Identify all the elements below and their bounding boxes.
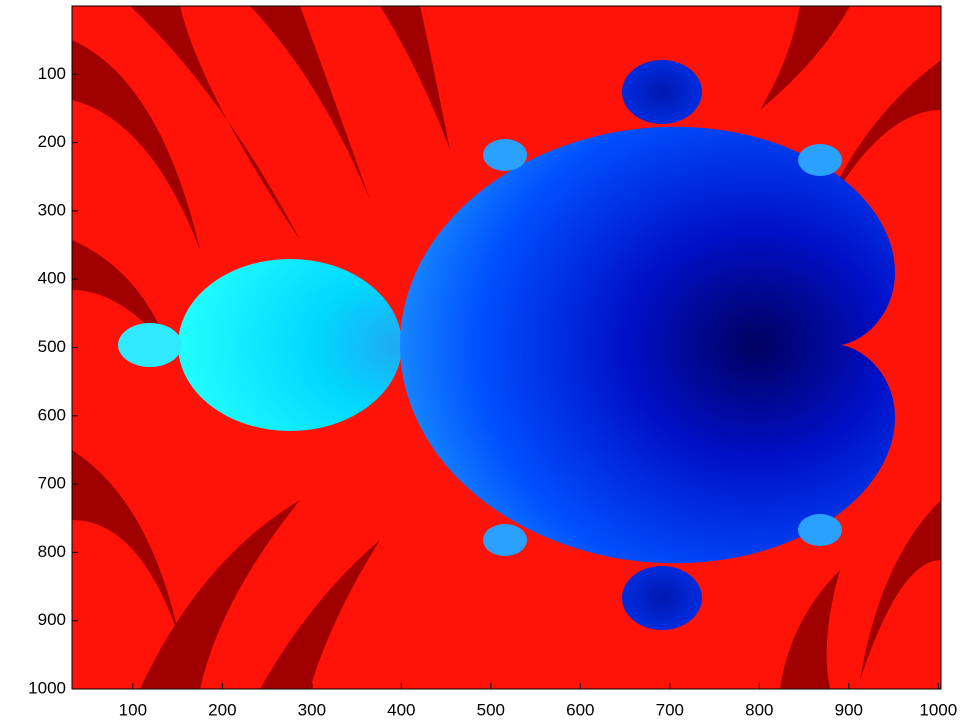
x-tick-label: 100 bbox=[119, 700, 147, 719]
left-bulb bbox=[178, 259, 402, 431]
x-tick-label: 300 bbox=[298, 700, 326, 719]
x-tick-label: 800 bbox=[745, 700, 773, 719]
small-bulb bbox=[118, 323, 182, 367]
image bbox=[72, 6, 941, 689]
x-tick-label: 600 bbox=[566, 700, 594, 719]
y-tick-label: 600 bbox=[38, 405, 66, 424]
top-bulb bbox=[622, 60, 702, 124]
y-tick-label: 800 bbox=[38, 542, 66, 561]
y-tick-label: 200 bbox=[38, 132, 66, 151]
x-tick-label: 500 bbox=[477, 700, 505, 719]
x-tick-label: 1000 bbox=[919, 700, 957, 719]
x-tick-label: 400 bbox=[387, 700, 415, 719]
y-tick-label: 900 bbox=[38, 610, 66, 629]
page: 100 200 300 400 500 600 700 800 900 1000 100 200 300… bbox=[0, 0, 969, 728]
bottom-bulb bbox=[622, 566, 702, 630]
y-tick-label: 500 bbox=[38, 337, 66, 356]
x-tick-label: 200 bbox=[208, 700, 236, 719]
y-tick-label: 700 bbox=[38, 474, 66, 493]
y-tick-label: 400 bbox=[38, 269, 66, 288]
x-tick-label: 900 bbox=[835, 700, 863, 719]
y-tick-label: 1000 bbox=[28, 678, 66, 697]
y-tick-label: 100 bbox=[38, 64, 66, 83]
x-tick-label: 700 bbox=[656, 700, 684, 719]
y-tick-label: 300 bbox=[38, 200, 66, 219]
chart: 100 200 300 400 500 600 700 800 900 1000 100 200 300… bbox=[0, 0, 969, 728]
